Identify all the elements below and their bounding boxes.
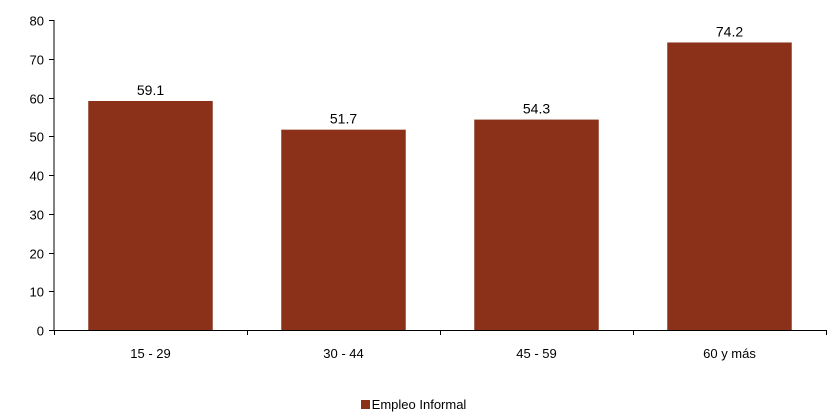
x-axis: 15 - 29 30 - 44 45 - 59 60 y más [54, 330, 827, 361]
y-tick-label: 10 [30, 285, 44, 300]
data-label: 51.7 [330, 111, 357, 127]
data-label: 74.2 [716, 23, 743, 39]
data-label: 54.3 [523, 101, 550, 117]
data-label: 59.1 [137, 82, 164, 98]
legend-swatch [360, 400, 370, 409]
y-tick-label: 30 [30, 208, 44, 223]
legend: Empleo Informal [0, 397, 827, 413]
y-tick-label: 50 [30, 130, 44, 145]
y-tick-label: 0 [37, 324, 44, 339]
y-tick-label: 40 [30, 169, 44, 184]
bar [667, 42, 792, 330]
y-tick-label: 20 [30, 247, 44, 262]
y-axis: 0 10 20 30 40 50 60 70 80 [30, 14, 55, 339]
bar [88, 100, 213, 330]
y-tick-label: 80 [30, 14, 44, 29]
bar-series [88, 42, 792, 331]
x-tick-label: 30 - 44 [323, 346, 363, 361]
legend-label: Empleo Informal [371, 397, 467, 412]
x-tick-label: 15 - 29 [130, 346, 170, 361]
bar [474, 119, 599, 331]
bar [281, 129, 406, 330]
x-tick-label: 45 - 59 [516, 346, 556, 361]
x-tick-label: 60 y más [703, 346, 756, 361]
y-tick-label: 70 [30, 53, 44, 68]
data-labels: 59.1 51.7 54.3 74.2 [137, 23, 743, 126]
y-tick-label: 60 [30, 92, 44, 107]
